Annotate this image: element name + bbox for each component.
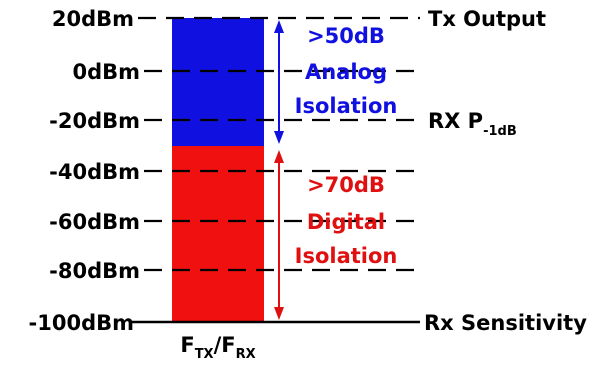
level-label-20: 20dBm xyxy=(52,7,134,31)
digital-type-label: Digital xyxy=(307,210,385,234)
tx-output-label: Tx Output xyxy=(428,7,546,31)
freq-rx-sub: RX xyxy=(236,347,256,362)
level-lines xyxy=(138,16,420,272)
rx-p-main: RX P xyxy=(428,109,483,133)
analog-amount-label: >50dB xyxy=(307,24,385,48)
freq-rx-main: F xyxy=(221,333,235,357)
freq-separator: / xyxy=(214,333,222,357)
frequency-label: FTX/FRX xyxy=(180,333,255,362)
level-label-m80: -80dBm xyxy=(49,259,140,283)
rx-p1db-label: RX P-1dB xyxy=(428,109,517,139)
digital-range-arrow xyxy=(274,150,284,320)
rx-p-sub: -1dB xyxy=(483,124,517,139)
analog-range-arrow xyxy=(274,20,284,144)
level-label-m60: -60dBm xyxy=(49,210,140,234)
level-label-m100: -100dBm xyxy=(29,311,134,335)
analog-type-label: Analog xyxy=(305,60,387,84)
analog-isolation-bar xyxy=(172,18,264,146)
freq-tx-sub: TX xyxy=(195,347,214,362)
level-label-m20: -20dBm xyxy=(49,109,140,133)
level-label-m40: -40dBm xyxy=(49,160,140,184)
digital-amount-label: >70dB xyxy=(307,173,385,197)
digital-isolation-bar xyxy=(172,146,264,322)
analog-isolation-label: Isolation xyxy=(295,94,398,118)
digital-isolation-label: Isolation xyxy=(295,244,398,268)
rx-sensitivity-label: Rx Sensitivity xyxy=(424,311,587,335)
freq-tx-main: F xyxy=(180,333,194,357)
level-label-0: 0dBm xyxy=(72,60,140,84)
